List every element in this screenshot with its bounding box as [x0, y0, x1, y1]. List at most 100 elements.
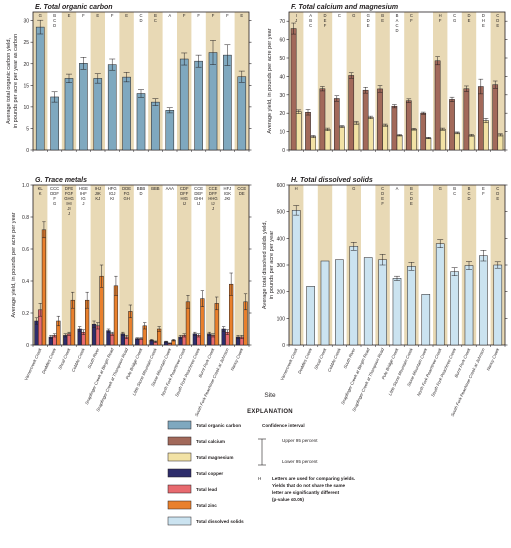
bar-total-calcium [405, 100, 412, 151]
y-tick-label: 0 [26, 343, 29, 349]
ci-title: Confidence interval [262, 423, 305, 428]
bar-total-magnesium [310, 136, 317, 151]
y-tick-label: 30 [279, 93, 285, 99]
comparison-letters: KL K [38, 186, 44, 196]
bar-total-organic-carbon [223, 54, 232, 151]
comparison-letters: DDE FG GH [122, 186, 131, 201]
comparison-letters: CDF DFF HIG IJ [180, 186, 189, 206]
panel-title: E. Total organic carbon [35, 4, 113, 11]
x-axis-title: Site [264, 392, 276, 399]
bar-total-organic-carbon [237, 76, 247, 151]
bar-total-calcium [477, 86, 484, 151]
letter-note-1: Letters are used for comparing yields. [272, 476, 355, 481]
bar-total-dissolved-solids [363, 257, 373, 346]
bar-total-magnesium [382, 124, 389, 151]
comparison-letters: HFJ IGK JKI [224, 186, 232, 201]
x-tick-label: Varnercreek Creek [279, 347, 299, 382]
comparison-letters: F [183, 13, 186, 18]
comparison-letters: CCE DFF HHG IJ J [208, 186, 217, 211]
comparison-letters: IHJ JIK KJ [95, 186, 101, 201]
y-tick-label: 0 [282, 148, 285, 154]
bar-total-calcium [492, 84, 499, 151]
comparison-letters: F [212, 13, 215, 18]
comparison-letters: HGE IHF IG J [79, 186, 88, 206]
legend-label: Total copper [196, 471, 223, 476]
bar-total-organic-carbon [93, 78, 103, 151]
legend-swatch [167, 468, 192, 478]
y-tick-label: 5 [26, 126, 29, 132]
bar-total-magnesium [439, 128, 446, 151]
comparison-letters: E [68, 13, 71, 18]
bar-total-calcium [377, 88, 383, 151]
bar-total-organic-carbon [165, 110, 175, 151]
bar-total-magnesium [468, 135, 475, 151]
letter-note-4: (p-value ≤0.05) [272, 497, 304, 502]
legend-label: Total zinc [196, 503, 217, 508]
y-tick-label: 200 [277, 290, 286, 296]
comparison-letters: F [197, 13, 200, 18]
bar-total-organic-carbon [194, 60, 203, 151]
explanation-legend: EXPLANATION Total organic carbon Total cal… [167, 409, 355, 526]
bar-total-magnesium [497, 134, 504, 151]
bar-total-organic-carbon [122, 76, 131, 151]
comparison-letters: CCE DEF GHH IJ [194, 186, 203, 206]
comparison-letters: C [338, 13, 341, 18]
bar-total-organic-carbon [50, 96, 59, 151]
comparison-letters: CCE DE [237, 186, 246, 196]
y-axis-label: Average yield, in pounds per acre per ye… [11, 212, 17, 317]
y-tick-label: 0.6 [22, 247, 29, 253]
bar-total-organic-carbon [107, 64, 117, 151]
legend-label: Total lead [196, 487, 217, 492]
panel-title: H. Total dissolved solids [291, 177, 373, 184]
comparison-letters: HFG IGJ KI [108, 186, 117, 201]
bar-total-organic-carbon [151, 101, 160, 151]
y-tick-label: 0 [26, 148, 29, 154]
legend-swatch [167, 436, 192, 446]
y-tick-label: 0.4 [22, 279, 29, 285]
legend-label: Total calcium [196, 439, 225, 444]
y-tick-label: 30 [23, 19, 29, 25]
panel-e: 0 5 10 15 20 25 30 E. Total organic carbon Avera… [6, 4, 252, 154]
comparison-letters: BBB D [137, 186, 146, 196]
y-tick-label: 60 [279, 38, 285, 44]
bar-total-dissolved-solids [435, 243, 445, 346]
bar-total-dissolved-solids [450, 271, 459, 346]
bar-total-calcium [319, 88, 326, 151]
comparison-letters: F [226, 13, 229, 18]
bar-total-organic-carbon [35, 26, 45, 151]
comparison-letters: G [352, 13, 355, 18]
bar-total-dissolved-solids [320, 260, 330, 346]
bar-total-dissolved-solids [291, 210, 301, 346]
bar-total-zinc [41, 229, 47, 346]
legend-swatch [167, 516, 192, 526]
bar-total-magnesium [339, 126, 345, 151]
y-tick-label: 25 [23, 40, 29, 46]
panel-title: F. Total calcium and magnesium [291, 4, 398, 11]
bar-total-magnesium [483, 120, 489, 151]
y-tick-label: 40 [279, 74, 285, 80]
x-tick-label: Cobble Creek [326, 346, 342, 372]
bar-total-dissolved-solids [349, 246, 359, 346]
legend-label: Total magnesium [196, 455, 233, 460]
y-tick-label: 0.2 [22, 311, 29, 317]
x-tick-label: South River [86, 347, 100, 369]
bar-total-magnesium [425, 137, 432, 151]
y-tick-label: 400 [277, 236, 286, 242]
bar-total-dissolved-solids [306, 286, 315, 346]
bar-total-copper [106, 330, 111, 346]
y-tick-label: 100 [277, 316, 286, 322]
comparison-letters: G [39, 13, 42, 18]
y-tick-label: 70 [279, 19, 285, 25]
